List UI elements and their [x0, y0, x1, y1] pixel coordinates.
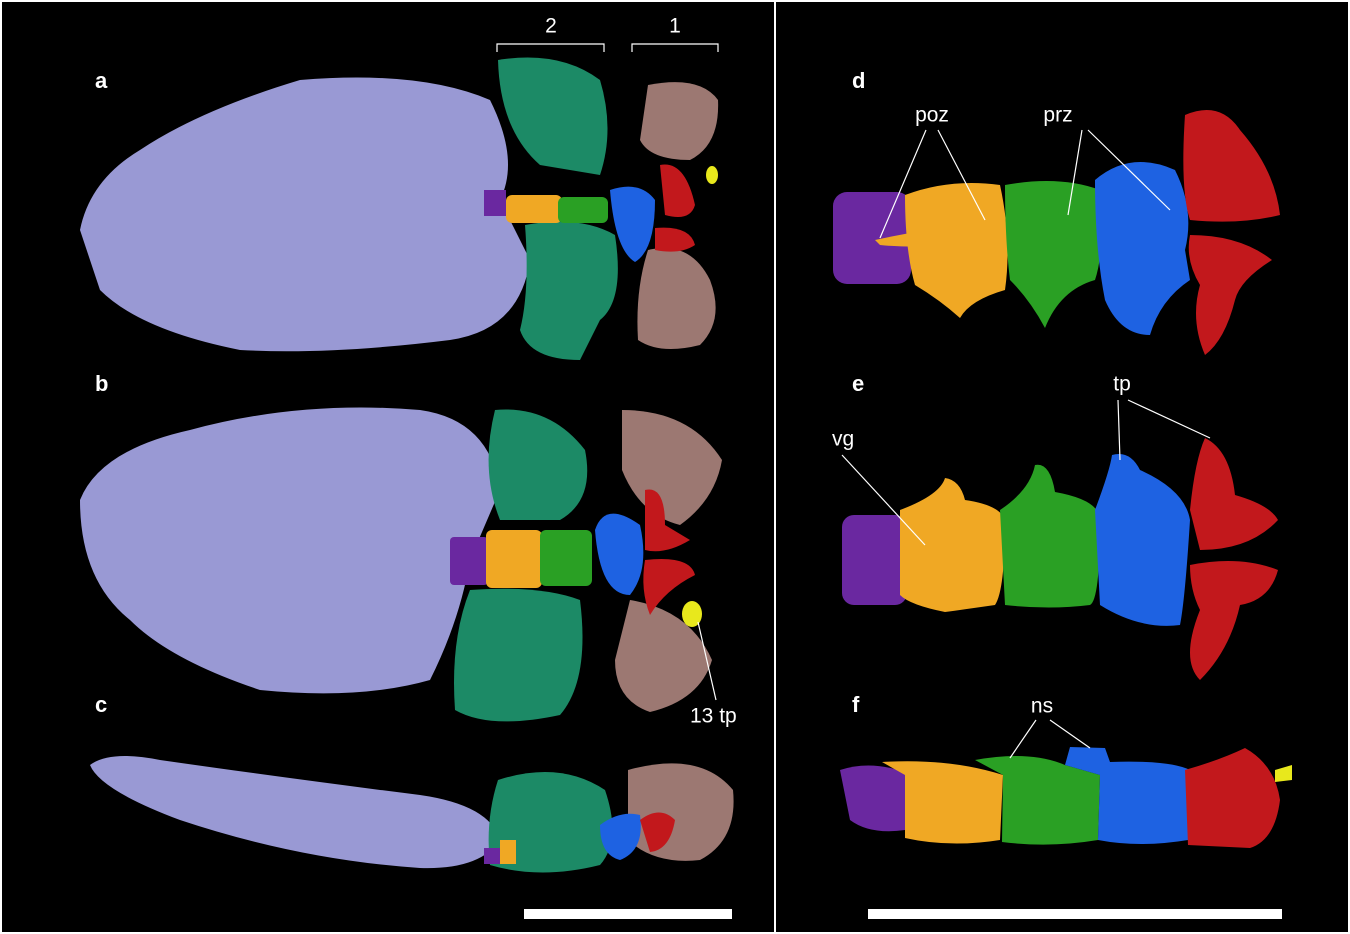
view-a — [80, 57, 719, 360]
vertebra — [484, 848, 500, 864]
vertebra — [975, 756, 1100, 845]
pointer — [697, 621, 717, 701]
view-c — [90, 756, 734, 873]
pointer — [1067, 129, 1171, 216]
vertebra — [1095, 454, 1190, 626]
vertebra — [1190, 438, 1278, 550]
vertebra — [660, 164, 695, 218]
specimen — [488, 409, 588, 520]
vertebra — [1095, 162, 1190, 335]
vertebra — [484, 190, 506, 216]
annotation: vg — [832, 428, 854, 451]
vertebra — [1183, 110, 1280, 222]
panel-label: e — [852, 371, 864, 396]
pointer — [1009, 719, 1091, 759]
vertebra — [905, 182, 1008, 318]
vertebra — [1000, 464, 1100, 608]
vertebra — [486, 530, 542, 588]
annotation: ns — [1031, 695, 1053, 718]
specimen — [637, 248, 716, 349]
vertebra — [540, 530, 592, 586]
specimen — [520, 221, 618, 360]
pointer — [1117, 399, 1211, 461]
view-f — [840, 747, 1292, 848]
vertebra — [833, 192, 911, 284]
specimen — [80, 407, 500, 694]
process — [875, 222, 985, 247]
vertebra — [1065, 747, 1190, 844]
process — [682, 601, 702, 627]
vertebra — [842, 515, 907, 605]
specimen — [640, 82, 719, 160]
vertebra — [1005, 181, 1102, 328]
vertebra — [500, 840, 516, 864]
annotation: prz — [1043, 104, 1072, 127]
vertebra — [655, 227, 695, 252]
panel-label: d — [852, 68, 865, 93]
annotation: poz — [915, 104, 949, 127]
vertebra — [610, 186, 655, 262]
view-b — [80, 407, 722, 722]
vertebra — [640, 812, 675, 852]
bracket-label: 2 — [545, 15, 557, 38]
specimen — [615, 600, 712, 712]
vertebra — [558, 197, 608, 223]
pointer — [879, 129, 986, 239]
panel-label: c — [95, 692, 107, 717]
panel-label: f — [852, 692, 860, 717]
panel-label: b — [95, 371, 108, 396]
vertebra — [900, 478, 1005, 612]
vertebra — [1188, 235, 1272, 355]
vertebra — [506, 195, 562, 223]
vertebra — [1190, 561, 1278, 680]
view-d — [833, 110, 1280, 355]
panel-label: a — [95, 68, 108, 93]
specimen — [80, 77, 530, 352]
vertebra — [882, 761, 1003, 844]
view-e — [842, 438, 1278, 680]
specimen — [488, 772, 613, 873]
vertebra — [450, 537, 488, 585]
annotation: 13 tp — [690, 705, 737, 728]
annotation: tp — [1113, 373, 1131, 396]
specimen — [454, 588, 583, 722]
bracket — [631, 43, 719, 52]
bracket-label: 1 — [669, 15, 681, 38]
vertebra — [643, 559, 695, 615]
specimen — [90, 756, 500, 869]
vertebra — [645, 489, 690, 552]
vertebra — [840, 765, 905, 832]
specimen — [498, 57, 608, 175]
bracket — [496, 43, 605, 52]
vertebra — [595, 513, 644, 595]
process — [1275, 765, 1292, 782]
pointer — [841, 454, 926, 546]
process — [706, 166, 718, 184]
specimen — [628, 763, 734, 861]
vertebra — [600, 813, 641, 860]
vertebra — [1185, 748, 1280, 848]
